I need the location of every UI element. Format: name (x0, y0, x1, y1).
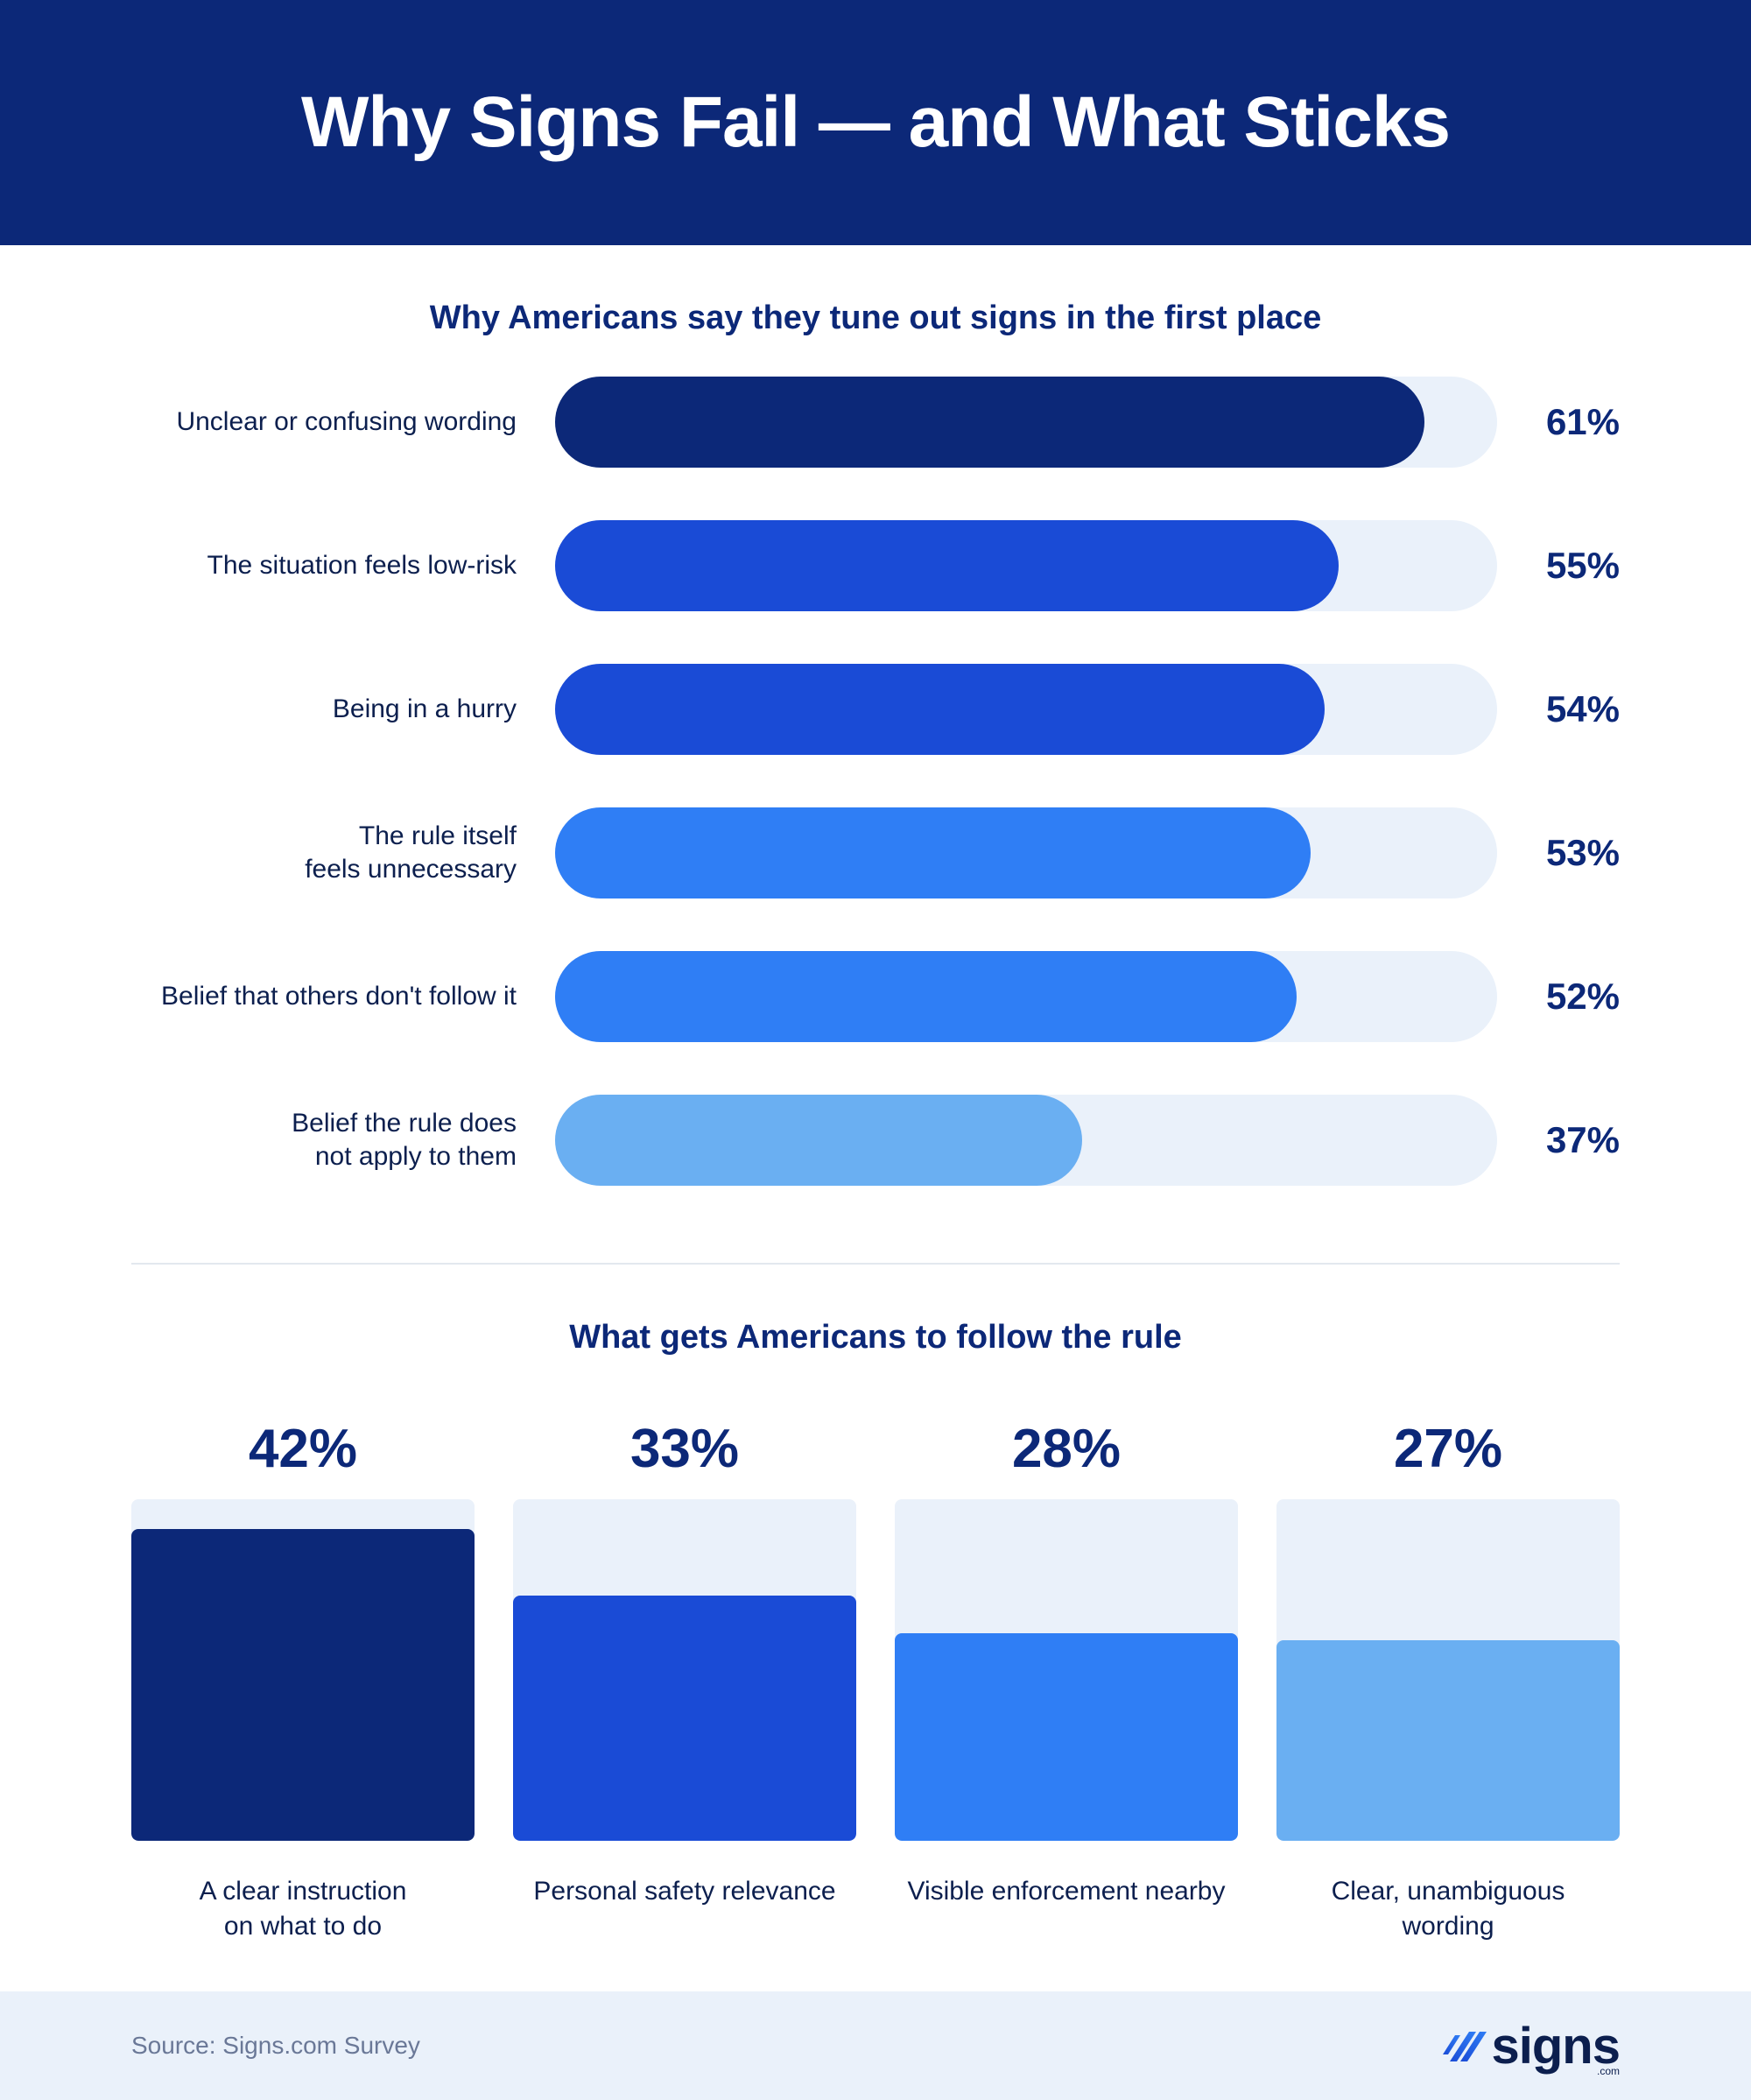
hbar-chart-title: Why Americans say they tune out signs in… (429, 299, 1322, 336)
bar-label: The rule itself feels unnecessary (26, 807, 517, 898)
section-divider (131, 1263, 1620, 1265)
column-value-label: 42% (248, 1419, 358, 1479)
column-fill (513, 1596, 856, 1841)
column-label-line: on what to do (223, 1912, 383, 1941)
column-label-line: Personal safety relevance (533, 1877, 836, 1906)
column-label: Clear, unambiguous wording (1268, 1874, 1628, 1944)
bar-row: Belief that others don't follow it 52% (0, 951, 1751, 1042)
bar-label: The situation feels low-risk (26, 520, 517, 611)
column: 27% Clear, unambiguous wording (1276, 1401, 1620, 1944)
bar-fill (555, 664, 1325, 755)
source-note: Source: Signs.com Survey (131, 2032, 420, 2059)
bar-track (555, 1095, 1497, 1186)
column-fill (895, 1633, 1238, 1841)
column-track (131, 1499, 475, 1841)
bar-value-label: 52% (1545, 976, 1620, 1017)
column-label-line: Visible enforcement nearby (907, 1877, 1226, 1906)
bar-fill (555, 377, 1424, 468)
bar-label-line: The rule itself (358, 821, 517, 850)
column: 33% Personal safety relevance (513, 1401, 856, 1944)
logo-suffix: .com (1596, 2065, 1620, 2077)
bar-value-label: 54% (1545, 688, 1620, 729)
signs-logo-icon (1442, 2032, 1487, 2061)
column-track (513, 1499, 856, 1841)
bar-track (555, 377, 1497, 468)
bar-row: Unclear or confusing wording 61% (0, 377, 1751, 468)
bar-fill (555, 951, 1297, 1042)
header-banner: Why Signs Fail — and What Sticks (0, 0, 1751, 245)
bar-row: The situation feels low-risk 55% (0, 520, 1751, 611)
bar-label-line: Unclear or confusing wording (176, 407, 517, 436)
bar-row: The rule itself feels unnecessary 53% (0, 807, 1751, 898)
bar-label: Unclear or confusing wording (26, 377, 517, 468)
bar-row: Belief the rule does not apply to them 37% (0, 1095, 1751, 1186)
column-value-label: 28% (1011, 1419, 1122, 1479)
bar-label-line: not apply to them (314, 1142, 517, 1171)
tune-out-bar-chart: Unclear or confusing wording 61% The situa… (0, 377, 1751, 1235)
signs-logo: signs .com (1442, 2016, 1621, 2077)
bar-fill (555, 807, 1311, 898)
follow-rule-column-chart: 42% A clear instruction on what to do 33% Pe… (0, 1401, 1751, 1944)
bar-label: Being in a hurry (26, 664, 517, 755)
column-label: Visible enforcement nearby (886, 1874, 1247, 1909)
bar-fill (555, 1095, 1082, 1186)
bar-label-line: The situation feels low-risk (207, 551, 517, 580)
column-value-label: 33% (629, 1419, 740, 1479)
bar-label-line: Belief that others don't follow it (161, 982, 517, 1011)
column-fill (131, 1529, 475, 1841)
bar-label: Belief the rule does not apply to them (26, 1095, 517, 1186)
column-label: Personal safety relevance (504, 1874, 865, 1909)
column-fill (1276, 1640, 1620, 1841)
column-track (895, 1499, 1238, 1841)
bar-label-line: feels unnecessary (305, 855, 517, 884)
column-track (1276, 1499, 1620, 1841)
bar-label-line: Being in a hurry (332, 694, 517, 723)
column-value-label: 27% (1393, 1419, 1503, 1479)
footer: Source: Signs.com Survey signs .com (0, 1991, 1751, 2100)
bar-value-label: 37% (1545, 1119, 1620, 1160)
page-title: Why Signs Fail — and What Sticks (300, 82, 1451, 162)
bar-track (555, 520, 1497, 611)
column: 42% A clear instruction on what to do (131, 1401, 475, 1944)
bar-value-label: 55% (1545, 545, 1620, 586)
bar-track (555, 664, 1497, 755)
column: 28% Visible enforcement nearby (895, 1401, 1238, 1944)
column-label-line: wording (1402, 1912, 1494, 1941)
bar-row: Being in a hurry 54% (0, 664, 1751, 755)
column-label: A clear instruction on what to do (123, 1874, 483, 1944)
col-chart-title: What gets Americans to follow the rule (569, 1319, 1182, 1356)
bar-value-label: 53% (1545, 832, 1620, 873)
column-label-line: A clear instruction (199, 1877, 407, 1906)
bar-fill (555, 520, 1339, 611)
bar-label: Belief that others don't follow it (26, 951, 517, 1042)
bar-label-line: Belief the rule does (292, 1109, 517, 1138)
bar-track (555, 951, 1497, 1042)
column-label-line: Clear, unambiguous (1331, 1877, 1565, 1906)
bar-value-label: 61% (1545, 401, 1620, 442)
bar-track (555, 807, 1497, 898)
logo-wordmark: signs (1491, 2018, 1621, 2075)
